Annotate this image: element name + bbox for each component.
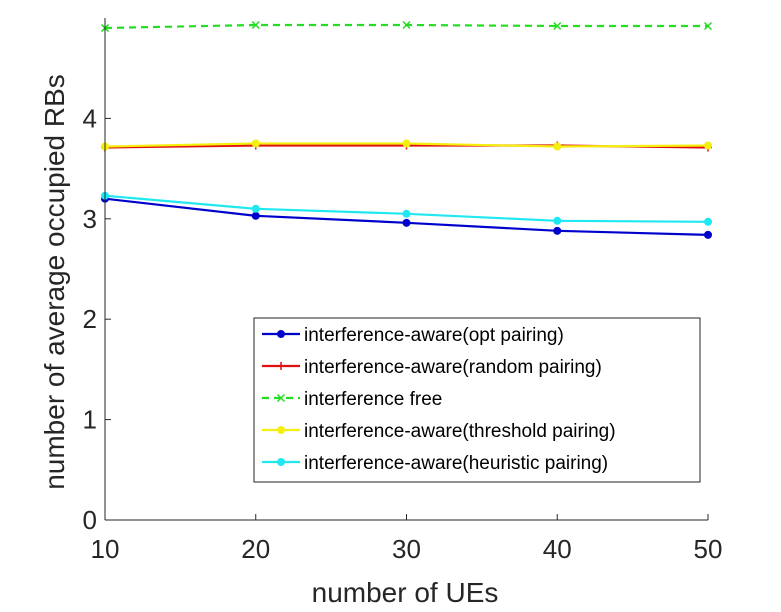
data-point-b [703, 22, 713, 31]
data-point [251, 211, 260, 220]
data-point [402, 20, 411, 30]
legend-entry: interference-aware(heuristic pairing) [262, 453, 608, 474]
series-1 [101, 194, 712, 239]
y-tick-label: 0 [83, 505, 97, 535]
y-tick-label: 4 [83, 103, 97, 133]
data-point [553, 142, 562, 151]
data-point [402, 139, 411, 148]
legend-entry: interference-aware(threshold pairing) [262, 421, 616, 442]
legend-marker [277, 458, 285, 466]
data-point [251, 204, 260, 213]
data-point-b [402, 20, 411, 30]
legend-marker-b [276, 393, 286, 403]
legend-box [253, 317, 701, 483]
data-point [704, 141, 712, 150]
x-tick-label: 30 [392, 534, 421, 564]
legend-label: interference-aware(heuristic pairing) [304, 453, 608, 474]
data-point [402, 209, 411, 218]
legend-marker [277, 362, 285, 370]
x-tick-label: 20 [241, 534, 270, 564]
y-tick-label: 3 [83, 204, 97, 234]
x-axis-title: number of UEs [312, 577, 499, 608]
data-point [553, 22, 562, 31]
data-point [251, 20, 260, 30]
y-tick-label: 1 [83, 405, 97, 435]
legend-entry: interference free [262, 389, 442, 410]
data-point [704, 217, 712, 226]
series-layer [100, 20, 713, 239]
x-tick-label: 40 [543, 534, 572, 564]
legend-marker [277, 330, 285, 338]
legend-entry: interference-aware(opt pairing) [262, 325, 564, 346]
x-tick-label: 50 [694, 534, 723, 564]
legend-marker [277, 426, 285, 434]
series-3 [100, 20, 713, 33]
legend-label: interference-aware(opt pairing) [304, 325, 564, 346]
x-tick-label: 10 [91, 534, 120, 564]
data-point [553, 216, 562, 225]
data-point [703, 22, 713, 31]
data-point-b [553, 22, 562, 31]
legend-entry: interference-aware(random pairing) [262, 357, 602, 378]
legend-label: interference-aware(random pairing) [304, 357, 602, 378]
legend-label: interference free [304, 389, 442, 410]
series-5 [101, 191, 712, 226]
data-point [553, 226, 562, 235]
legend-label: interference-aware(threshold pairing) [304, 421, 616, 442]
legend-marker [276, 393, 286, 403]
y-axis-title: number of average occupied RBs [39, 74, 70, 490]
data-point [251, 139, 260, 148]
axes: 10 20 30 40 50 0 1 2 3 4 [83, 18, 723, 564]
legend: interference-aware(opt pairing) interfere… [253, 317, 701, 483]
y-tick-label: 2 [83, 304, 97, 334]
data-point [704, 230, 712, 239]
data-point-b [251, 20, 260, 30]
data-point [402, 218, 411, 227]
